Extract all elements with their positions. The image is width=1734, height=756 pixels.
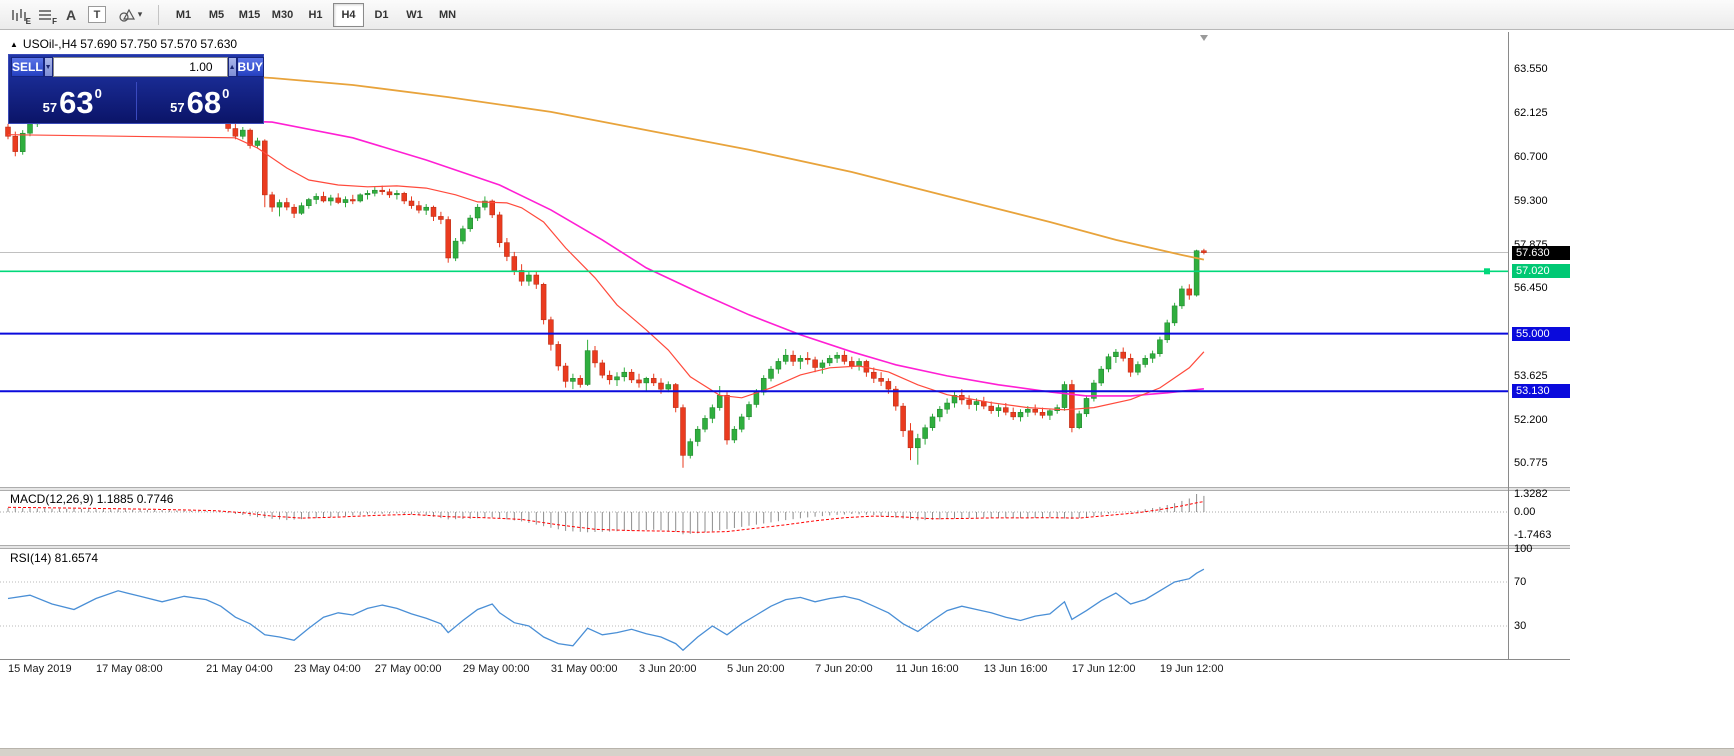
rsi-scale-label: 30 xyxy=(1514,619,1527,632)
price-scale-label: 52.200 xyxy=(1514,413,1548,426)
price-scale-label: 53.625 xyxy=(1514,369,1548,382)
shapes-icon xyxy=(119,8,135,22)
time-axis-label: 29 May 00:00 xyxy=(462,663,530,675)
text-label-tool-button[interactable]: A xyxy=(58,3,84,27)
price-axis-line xyxy=(1508,32,1509,660)
sell-price[interactable]: 57 63 0 xyxy=(9,79,136,123)
toolbar-icon-f[interactable]: F xyxy=(32,3,58,27)
shapes-tool-button[interactable]: ▾ xyxy=(110,3,150,27)
time-axis-label: 31 May 00:00 xyxy=(550,663,618,675)
toolbar-separator xyxy=(158,4,159,25)
text-box-icon: T xyxy=(88,6,106,23)
price-scale-label: 50.775 xyxy=(1514,457,1548,470)
toolbar: E F A T ▾ M1 M5 M15 M30 H1 H4 D1 W1 MN xyxy=(0,0,1734,30)
buy-button[interactable]: BUY xyxy=(236,57,264,77)
time-axis-label: 21 May 04:00 xyxy=(206,663,273,675)
macd-title: MACD(12,26,9) 1.1885 0.7746 xyxy=(10,492,174,506)
symbol-ohlc-text: USOil-,H4 57.690 57.750 57.570 57.630 xyxy=(22,37,238,51)
chart-shift-marker-icon[interactable] xyxy=(1200,35,1208,41)
price-scale-label: 63.550 xyxy=(1514,63,1548,76)
timeframe-button-d1[interactable]: D1 xyxy=(374,8,389,21)
icon-badge: E xyxy=(25,16,31,26)
buy-price-prefix: 57 xyxy=(170,100,185,115)
buy-price-main: 68 xyxy=(186,85,222,120)
sell-button[interactable]: SELL xyxy=(11,57,44,77)
time-axis-label: 19 Jun 12:00 xyxy=(1159,663,1224,675)
timeframe-button-m15[interactable]: M15 xyxy=(238,8,261,21)
pane-divider[interactable] xyxy=(0,487,1570,491)
collapse-arrow-icon[interactable]: ▲ xyxy=(10,39,18,49)
rsi-pane[interactable] xyxy=(0,549,1508,659)
buy-price[interactable]: 57 68 0 xyxy=(137,79,264,123)
time-axis-label: 27 May 00:00 xyxy=(374,663,442,675)
mini-chart-icon xyxy=(12,8,26,21)
volume-decrease-button[interactable]: ▼ xyxy=(43,57,53,77)
macd-scale-label: -1.7463 xyxy=(1514,529,1552,542)
macd-scale-label: 1.3282 xyxy=(1514,487,1548,500)
timeframe-button-h1[interactable]: H1 xyxy=(308,8,323,21)
lines-icon xyxy=(39,9,51,20)
timeframe-button-m30[interactable]: M30 xyxy=(271,8,294,21)
time-axis-label: 15 May 2019 xyxy=(8,663,72,675)
time-axis-line xyxy=(0,659,1570,660)
text-box-tool-button[interactable]: T xyxy=(84,3,110,27)
sell-price-main: 63 xyxy=(59,85,94,120)
buy-price-sup: 0 xyxy=(222,86,230,101)
icon-badge: F xyxy=(52,16,57,26)
symbol-header: ▲ USOil-,H4 57.690 57.750 57.570 57.630 xyxy=(10,37,237,51)
one-click-trading-panel: SELL ▼ ▲ BUY 57 63 0 57 68 0 xyxy=(8,54,264,124)
macd-pane[interactable] xyxy=(0,491,1508,545)
rsi-scale-label: 70 xyxy=(1514,575,1527,588)
time-axis-label: 7 Jun 20:00 xyxy=(815,663,873,675)
timeframe-button-w1[interactable]: W1 xyxy=(406,8,423,21)
timeframe-group: M1 M5 M15 M30 H1 H4 D1 W1 MN xyxy=(167,2,464,27)
sell-price-prefix: 57 xyxy=(42,100,58,115)
time-axis-label: 17 May 08:00 xyxy=(96,663,163,675)
time-axis-label: 13 Jun 16:00 xyxy=(983,663,1048,675)
price-badge-57.630: 57.630 xyxy=(1512,245,1570,260)
text-label-icon: A xyxy=(65,6,77,23)
time-axis-label: 11 Jun 16:00 xyxy=(895,663,959,675)
sell-price-sup: 0 xyxy=(94,86,102,101)
timeframe-button-m1[interactable]: M1 xyxy=(175,8,192,21)
price-scale-label: 60.700 xyxy=(1514,151,1548,164)
main-chart-pane[interactable] xyxy=(0,32,1508,487)
price-scale-label: 59.300 xyxy=(1514,194,1548,207)
price-scale-label: 56.450 xyxy=(1514,282,1548,295)
trade-panel-controls: SELL ▼ ▲ BUY xyxy=(9,55,264,79)
price-scale-label: 62.125 xyxy=(1514,107,1548,120)
price-badge-57.020: 57.020 xyxy=(1512,264,1570,279)
trade-panel-prices: 57 63 0 57 68 0 xyxy=(9,79,263,123)
rsi-scale-label: 100 xyxy=(1514,542,1533,555)
timeframe-button-mn[interactable]: MN xyxy=(438,8,457,21)
price-badge-53.130: 53.130 xyxy=(1512,384,1570,399)
timeframe-button-m5[interactable]: M5 xyxy=(208,8,225,21)
timeframe-button-h4[interactable]: H4 xyxy=(333,2,364,27)
time-axis-label: 5 Jun 20:00 xyxy=(727,663,785,675)
toolbar-icon-e[interactable]: E xyxy=(6,3,32,27)
time-axis-label: 23 May 04:00 xyxy=(294,663,361,675)
macd-scale-label: 0.00 xyxy=(1514,505,1536,518)
price-badge-55.000: 55.000 xyxy=(1512,326,1570,341)
volume-input[interactable] xyxy=(52,57,228,77)
time-axis-label: 17 Jun 12:00 xyxy=(1071,663,1136,675)
status-bar xyxy=(0,748,1734,756)
price-scale[interactable]: 63.550 62.125 60.700 59.300 57.875 56.450 53.6… xyxy=(1512,0,1582,756)
time-scale[interactable]: 15 May 2019 17 May 08:00 21 May 04:00 23 Ma… xyxy=(0,663,1570,679)
pane-divider[interactable] xyxy=(0,545,1570,549)
chevron-down-icon: ▾ xyxy=(137,9,143,19)
time-axis-label: 3 Jun 20:00 xyxy=(639,663,697,675)
rsi-title: RSI(14) 81.6574 xyxy=(10,551,99,565)
volume-increase-button[interactable]: ▲ xyxy=(227,57,237,77)
trade-panel-divider xyxy=(135,82,137,120)
